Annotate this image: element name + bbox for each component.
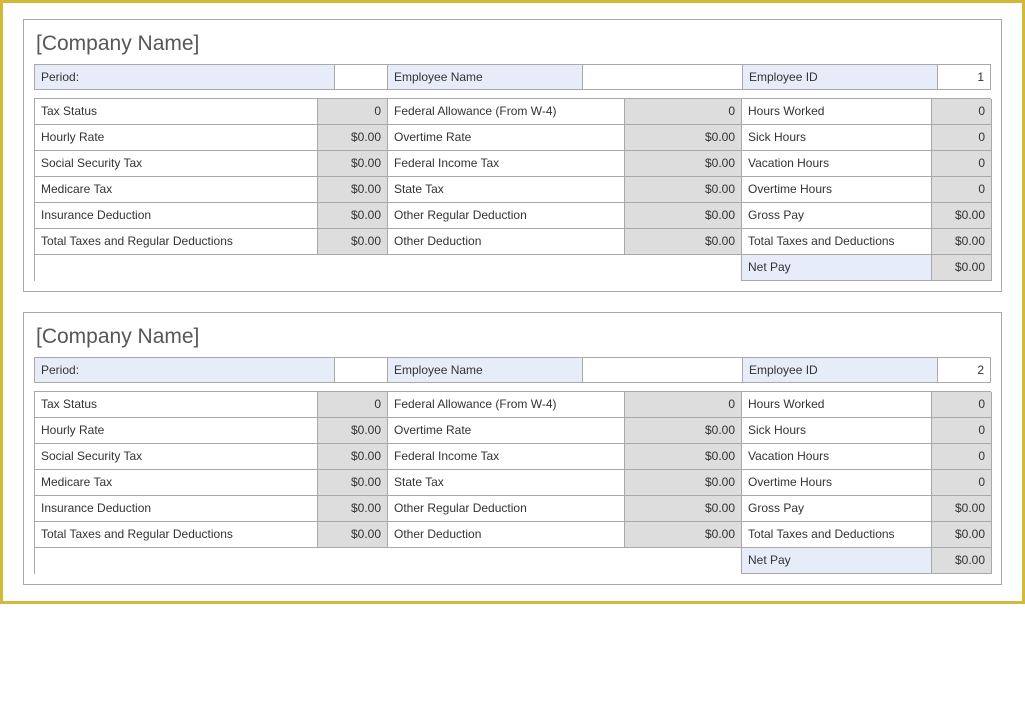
cell-value: $0.00 [932, 229, 992, 255]
cell-label: Overtime Hours [742, 177, 932, 203]
cell-label: Insurance Deduction [35, 496, 318, 522]
cell-value: 0 [625, 99, 742, 125]
cell-value: 0 [932, 444, 992, 470]
cell-value: 0 [932, 418, 992, 444]
cell-label: Hours Worked [742, 392, 932, 418]
cell-value: 0 [932, 177, 992, 203]
employee-name-label: Employee Name [388, 65, 583, 89]
empty-spacer [35, 548, 742, 574]
cell-value: $0.00 [318, 522, 388, 548]
employee-name-label: Employee Name [388, 358, 583, 382]
cell-label: State Tax [388, 470, 625, 496]
cell-label: Medicare Tax [35, 470, 318, 496]
employee-name-value [583, 65, 743, 89]
cell-value: $0.00 [318, 177, 388, 203]
cell-label: Hourly Rate [35, 418, 318, 444]
cell-value: $0.00 [625, 125, 742, 151]
cell-label: Other Regular Deduction [388, 496, 625, 522]
period-value [335, 358, 388, 382]
employee-id-value: 2 [938, 358, 990, 382]
cell-label: Total Taxes and Regular Deductions [35, 229, 318, 255]
paystub-2: [Company Name] Period: Employee Name Emp… [23, 312, 1002, 585]
cell-label: Federal Income Tax [388, 151, 625, 177]
cell-label: Hourly Rate [35, 125, 318, 151]
cell-value: $0.00 [318, 470, 388, 496]
cell-label: Social Security Tax [35, 444, 318, 470]
paystub-1: [Company Name] Period: Employee Name Emp… [23, 19, 1002, 292]
cell-value: 0 [932, 470, 992, 496]
cell-label: Total Taxes and Deductions [742, 229, 932, 255]
cell-value: $0.00 [318, 151, 388, 177]
cell-label: Medicare Tax [35, 177, 318, 203]
company-name: [Company Name] [36, 32, 991, 56]
cell-value: 0 [932, 392, 992, 418]
cell-value: $0.00 [318, 496, 388, 522]
cell-value: $0.00 [932, 203, 992, 229]
net-pay-value: $0.00 [932, 548, 992, 574]
cell-label: Tax Status [35, 99, 318, 125]
cell-value: 0 [318, 392, 388, 418]
company-name: [Company Name] [36, 325, 991, 349]
cell-value: $0.00 [318, 203, 388, 229]
cell-value: $0.00 [625, 203, 742, 229]
cell-label: Total Taxes and Deductions [742, 522, 932, 548]
cell-value: $0.00 [625, 418, 742, 444]
cell-value: $0.00 [625, 496, 742, 522]
cell-value: $0.00 [625, 229, 742, 255]
cell-label: Total Taxes and Regular Deductions [35, 522, 318, 548]
cell-value: $0.00 [318, 125, 388, 151]
cell-value: $0.00 [318, 229, 388, 255]
cell-label: Federal Allowance (From W-4) [388, 99, 625, 125]
cell-label: Federal Income Tax [388, 444, 625, 470]
cell-label: Hours Worked [742, 99, 932, 125]
cell-value: $0.00 [625, 444, 742, 470]
employee-id-label: Employee ID [743, 65, 938, 89]
cell-value: 0 [932, 99, 992, 125]
empty-spacer [35, 255, 742, 281]
net-pay-label: Net Pay [742, 548, 932, 574]
cell-label: Vacation Hours [742, 151, 932, 177]
cell-label: Vacation Hours [742, 444, 932, 470]
employee-id-label: Employee ID [743, 358, 938, 382]
cell-value: $0.00 [625, 151, 742, 177]
document-frame: [Company Name] Period: Employee Name Emp… [0, 0, 1025, 604]
cell-label: Federal Allowance (From W-4) [388, 392, 625, 418]
cell-value: $0.00 [625, 470, 742, 496]
period-value [335, 65, 388, 89]
cell-label: Gross Pay [742, 203, 932, 229]
cell-label: Overtime Rate [388, 125, 625, 151]
cell-value: 0 [625, 392, 742, 418]
cell-value: $0.00 [318, 418, 388, 444]
cell-label: Social Security Tax [35, 151, 318, 177]
paystub-header-row: Period: Employee Name Employee ID 1 [34, 64, 991, 90]
cell-label: Gross Pay [742, 496, 932, 522]
paystub-body-grid: Tax Status 0 Federal Allowance (From W-4… [34, 391, 991, 574]
cell-label: Overtime Rate [388, 418, 625, 444]
cell-label: Other Regular Deduction [388, 203, 625, 229]
cell-value: 0 [932, 151, 992, 177]
employee-id-value: 1 [938, 65, 990, 89]
cell-value: $0.00 [932, 522, 992, 548]
paystub-header-row: Period: Employee Name Employee ID 2 [34, 357, 991, 383]
net-pay-label: Net Pay [742, 255, 932, 281]
cell-value: 0 [932, 125, 992, 151]
cell-label: State Tax [388, 177, 625, 203]
cell-label: Sick Hours [742, 418, 932, 444]
employee-name-value [583, 358, 743, 382]
cell-label: Other Deduction [388, 522, 625, 548]
cell-value: 0 [318, 99, 388, 125]
period-label: Period: [35, 65, 335, 89]
cell-label: Tax Status [35, 392, 318, 418]
cell-value: $0.00 [625, 177, 742, 203]
paystub-body-grid: Tax Status 0 Federal Allowance (From W-4… [34, 98, 991, 281]
cell-label: Overtime Hours [742, 470, 932, 496]
cell-label: Insurance Deduction [35, 203, 318, 229]
period-label: Period: [35, 358, 335, 382]
cell-value: $0.00 [932, 496, 992, 522]
cell-label: Other Deduction [388, 229, 625, 255]
cell-value: $0.00 [318, 444, 388, 470]
cell-label: Sick Hours [742, 125, 932, 151]
net-pay-value: $0.00 [932, 255, 992, 281]
cell-value: $0.00 [625, 522, 742, 548]
